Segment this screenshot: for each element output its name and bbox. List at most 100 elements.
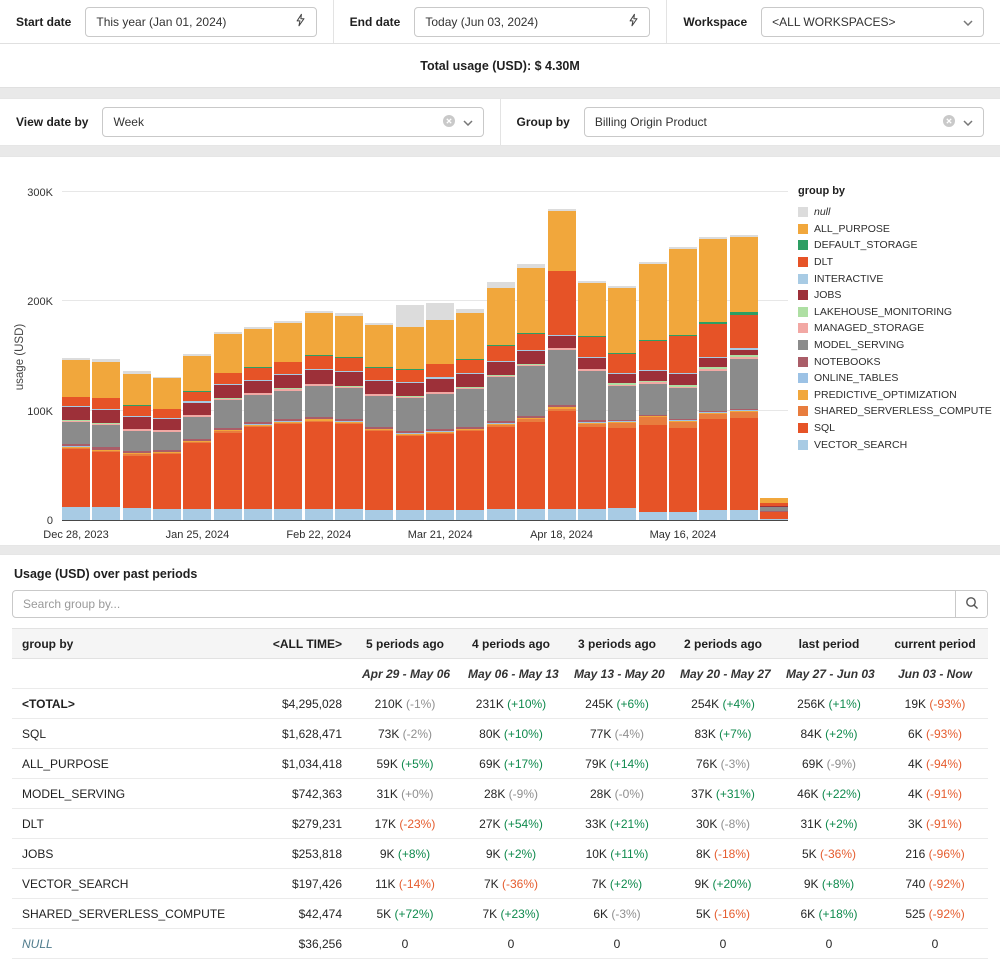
segment-DEFAULT_STORAGE[interactable] — [577, 336, 606, 337]
segment-PREDICTIVE_OPTIMIZATION[interactable] — [395, 433, 424, 435]
segment-DLT[interactable] — [638, 340, 667, 371]
segment-null[interactable] — [365, 323, 394, 326]
segment-ALL_PURPOSE[interactable] — [274, 323, 303, 362]
segment-ONLINE_TABLES[interactable] — [92, 449, 121, 451]
lightning-icon[interactable] — [295, 13, 306, 30]
segment-NOTEBOOKS[interactable] — [608, 420, 637, 422]
segment-JOBS[interactable] — [395, 382, 424, 396]
segment-ONLINE_TABLES[interactable] — [547, 406, 576, 408]
segment-ONLINE_TABLES[interactable] — [335, 421, 364, 422]
segment-DLT[interactable] — [395, 369, 424, 382]
segment-PREDICTIVE_OPTIMIZATION[interactable] — [183, 441, 212, 443]
segment-SQL[interactable] — [244, 427, 273, 510]
segment-DEFAULT_STORAGE[interactable] — [244, 367, 273, 368]
segment-PREDICTIVE_OPTIMIZATION[interactable] — [153, 452, 182, 454]
column-header[interactable]: 2 periods ago — [670, 628, 776, 659]
segment-INTERACTIVE[interactable] — [486, 361, 515, 363]
segment-MANAGED_STORAGE[interactable] — [304, 384, 333, 387]
segment-VECTOR_SEARCH[interactable] — [486, 509, 515, 520]
segment-SHARED_SERVERLESS_COMPUTE[interactable] — [62, 447, 90, 449]
segment-MODEL_SERVING[interactable] — [608, 386, 637, 421]
chevron-down-icon[interactable] — [963, 115, 973, 129]
segment-SQL[interactable] — [62, 448, 90, 507]
segment-null[interactable] — [335, 313, 364, 316]
segment-INTERACTIVE[interactable] — [183, 401, 212, 403]
segment-DLT[interactable] — [335, 357, 364, 371]
segment-DEFAULT_STORAGE[interactable] — [729, 312, 758, 315]
segment-ALL_PURPOSE[interactable] — [517, 267, 546, 334]
segment-MODEL_SERVING[interactable] — [365, 395, 394, 427]
segment-MANAGED_STORAGE[interactable] — [274, 388, 303, 391]
segment-NOTEBOOKS[interactable] — [577, 420, 606, 423]
segment-DLT[interactable] — [517, 333, 546, 351]
segment-DLT[interactable] — [183, 391, 212, 402]
segment-NOTEBOOKS[interactable] — [668, 418, 697, 420]
segment-LAKEHOUSE_MONITORING[interactable] — [153, 429, 182, 431]
stacked-bar-week-3[interactable] — [153, 376, 182, 520]
segment-VECTOR_SEARCH[interactable] — [365, 510, 394, 520]
group-by-select[interactable]: Billing Origin Product — [583, 107, 984, 137]
segment-JOBS[interactable] — [153, 418, 182, 430]
segment-SQL[interactable] — [153, 454, 182, 510]
segment-VECTOR_SEARCH[interactable] — [183, 509, 212, 520]
segment-SQL[interactable] — [608, 428, 637, 508]
segment-ONLINE_TABLES[interactable] — [729, 410, 758, 411]
segment-LAKEHOUSE_MONITORING[interactable] — [335, 386, 364, 387]
segment-MODEL_SERVING[interactable] — [244, 394, 273, 423]
segment-SQL[interactable] — [486, 427, 515, 510]
segment-JOBS[interactable] — [638, 371, 667, 382]
segment-SHARED_SERVERLESS_COMPUTE[interactable] — [486, 424, 515, 428]
segment-ONLINE_TABLES[interactable] — [486, 423, 515, 424]
segment-VECTOR_SEARCH[interactable] — [274, 509, 303, 520]
stacked-bar-week-4[interactable] — [183, 353, 212, 520]
segment-DLT[interactable] — [122, 405, 151, 416]
segment-MANAGED_STORAGE[interactable] — [547, 348, 576, 351]
segment-DEFAULT_STORAGE[interactable] — [456, 359, 485, 360]
legend-item-SQL[interactable]: SQL — [798, 420, 994, 437]
segment-ALL_PURPOSE[interactable] — [365, 325, 394, 368]
segment-MODEL_SERVING[interactable] — [486, 377, 515, 422]
legend-item-NOTEBOOKS[interactable]: NOTEBOOKS — [798, 353, 994, 370]
segment-ALL_PURPOSE[interactable] — [244, 328, 273, 368]
segment-NOTEBOOKS[interactable] — [213, 427, 242, 430]
segment-INTERACTIVE[interactable] — [244, 379, 273, 381]
segment-PREDICTIVE_OPTIMIZATION[interactable] — [213, 430, 242, 432]
segment-SQL[interactable] — [729, 418, 758, 511]
segment-PREDICTIVE_OPTIMIZATION[interactable] — [577, 422, 606, 424]
segment-LAKEHOUSE_MONITORING[interactable] — [577, 368, 606, 370]
legend-item-LAKEHOUSE_MONITORING[interactable]: LAKEHOUSE_MONITORING — [798, 304, 994, 321]
segment-LAKEHOUSE_MONITORING[interactable] — [365, 393, 394, 395]
segment-SHARED_SERVERLESS_COMPUTE[interactable] — [395, 434, 424, 436]
segment-JOBS[interactable] — [244, 380, 273, 393]
segment-null[interactable] — [517, 264, 546, 268]
segment-JOBS[interactable] — [547, 335, 576, 348]
segment-ONLINE_TABLES[interactable] — [638, 415, 667, 417]
segment-MANAGED_STORAGE[interactable] — [213, 398, 242, 401]
segment-ONLINE_TABLES[interactable] — [244, 424, 273, 425]
stacked-bar-week-2[interactable] — [122, 371, 151, 520]
segment-SHARED_SERVERLESS_COMPUTE[interactable] — [517, 419, 546, 422]
segment-SQL[interactable] — [183, 443, 212, 510]
segment-SHARED_SERVERLESS_COMPUTE[interactable] — [304, 420, 333, 422]
segment-MANAGED_STORAGE[interactable] — [517, 364, 546, 367]
segment-null[interactable] — [213, 332, 242, 335]
segment-PREDICTIVE_OPTIMIZATION[interactable] — [92, 450, 121, 452]
stacked-bar-week-17[interactable] — [577, 280, 606, 520]
segment-DLT[interactable] — [456, 359, 485, 374]
segment-SQL[interactable] — [395, 435, 424, 511]
segment-LAKEHOUSE_MONITORING[interactable] — [486, 375, 515, 376]
segment-PREDICTIVE_OPTIMIZATION[interactable] — [274, 421, 303, 423]
segment-null[interactable] — [92, 359, 121, 362]
segment-null[interactable] — [699, 236, 728, 240]
segment-JOBS[interactable] — [486, 362, 515, 376]
segment-SHARED_SERVERLESS_COMPUTE[interactable] — [577, 423, 606, 428]
segment-PREDICTIVE_OPTIMIZATION[interactable] — [244, 424, 273, 426]
segment-SHARED_SERVERLESS_COMPUTE[interactable] — [547, 408, 576, 411]
segment-JOBS[interactable] — [608, 373, 637, 384]
segment-SHARED_SERVERLESS_COMPUTE[interactable] — [456, 430, 485, 432]
segment-JOBS[interactable] — [517, 351, 546, 365]
segment-NOTEBOOKS[interactable] — [274, 418, 303, 422]
segment-PREDICTIVE_OPTIMIZATION[interactable] — [335, 421, 364, 423]
segment-MANAGED_STORAGE[interactable] — [395, 396, 424, 399]
legend-item-SHARED_SERVERLESS_COMPUTE[interactable]: SHARED_SERVERLESS_COMPUTE — [798, 403, 994, 420]
